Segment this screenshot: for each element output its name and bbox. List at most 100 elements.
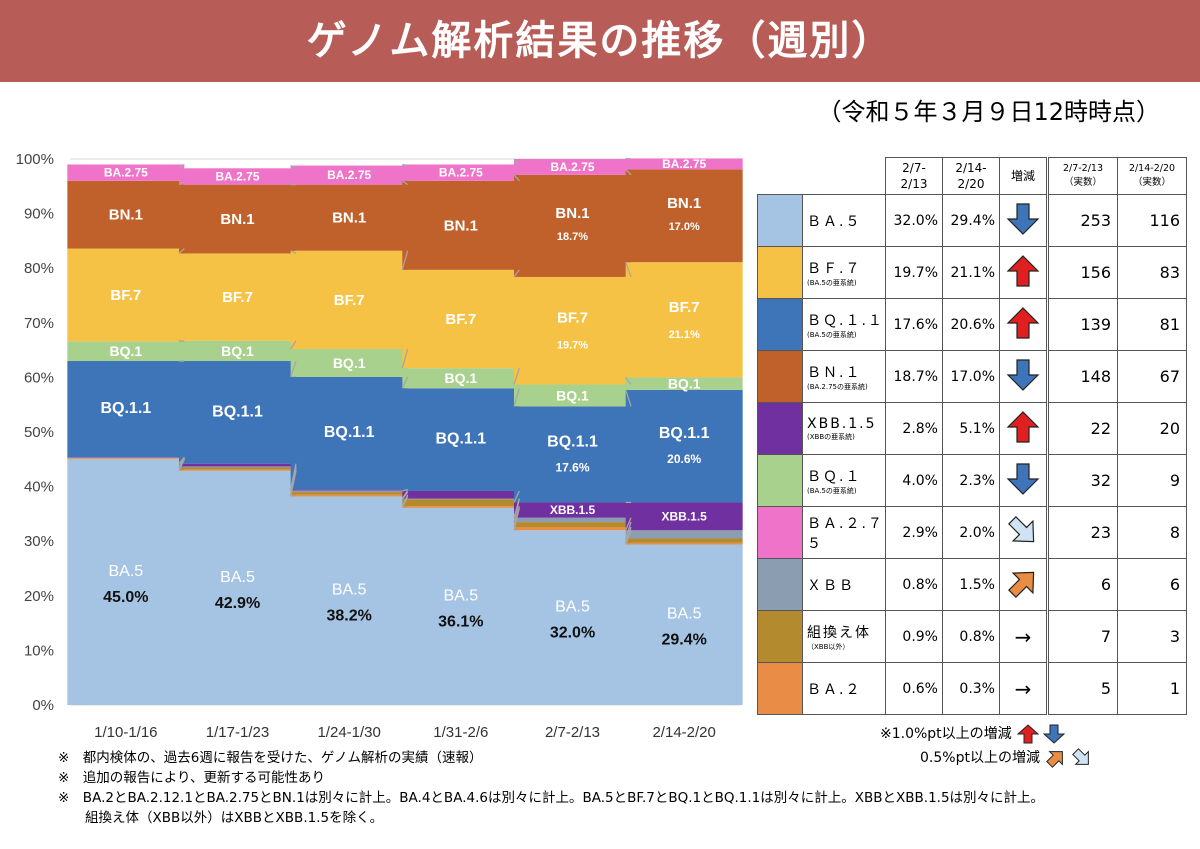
ba5-label: BA.5 <box>667 606 702 623</box>
table-row: ＢＮ.１ (BA.2.75の亜系統) 18.7% 17.0% <box>757 350 1047 403</box>
page-title: ゲノム解析結果の推移（週別） <box>306 18 894 64</box>
bar-ba-5-segment <box>67 459 185 705</box>
connector-line <box>290 250 297 255</box>
connector-line <box>401 250 409 271</box>
count-table: 2/7-2/13 （実数） 2/14-2/20 （実数） 253 116 156 83… <box>1048 157 1187 715</box>
connector-line <box>402 163 408 167</box>
pct-prev: 0.6% <box>885 662 943 715</box>
footnote-1: ※ 都内検体の、過去6週に報告を受けた、ゲノム解析の実績（速報） <box>58 750 483 766</box>
connector-line <box>290 360 297 378</box>
bn1-label: BN.1 <box>220 211 254 228</box>
bar-ba-5-segment <box>290 496 408 705</box>
bar-ba-2-segment <box>514 527 631 531</box>
count-row: 156 83 <box>1048 246 1187 299</box>
header-spacer <box>758 158 803 195</box>
bar-ba-5-segment <box>402 507 520 705</box>
variant-name-text: ＢＦ.７ <box>807 260 862 277</box>
count-prev: 5 <box>1048 662 1118 715</box>
table-row: ＢＡ.５ 32.0% 29.4% <box>757 194 1047 247</box>
stacked-bar-chart: 0% 10% 20% 30% 40% 50% 60% 70% 80% 90% 100% BA.5 45.… <box>16 151 743 741</box>
change-arrow-icon <box>999 298 1047 351</box>
change-arrow-icon <box>999 506 1047 559</box>
count-prev: 148 <box>1048 350 1118 403</box>
bar-bf-7-segment <box>625 262 743 378</box>
connector-line <box>625 521 632 539</box>
y-tick-label: 90% <box>24 206 54 223</box>
variant-name-text: ＢＱ.１.１ <box>807 312 884 329</box>
variant-color-swatch <box>757 454 803 507</box>
ba5-pct-label: 36.1% <box>438 613 483 630</box>
count-prev: 253 <box>1048 194 1118 247</box>
pct-curr: 17.0% <box>942 350 1000 403</box>
bar-xbb-segment <box>67 457 185 459</box>
connector-line <box>625 389 632 407</box>
count-curr: 1 <box>1117 662 1187 715</box>
y-tick-label: 30% <box>24 533 54 550</box>
count-prev: 23 <box>1048 506 1118 559</box>
x-tick-label: 1/10-1/16 <box>94 724 157 741</box>
bar-xbb-segment <box>402 498 520 500</box>
count-curr: 81 <box>1117 298 1187 351</box>
bar---segment <box>179 467 296 470</box>
table-row: 組換え体 （XBB以外） 0.9% 0.8% → <box>757 610 1047 663</box>
ba275-label: BA.2.75 <box>439 166 483 180</box>
count-curr: 9 <box>1117 454 1187 507</box>
bar-ba-5-segment <box>179 470 296 705</box>
bq11-label: BQ.1.1 <box>659 425 710 442</box>
bar-bq-1-1-segment <box>625 389 743 503</box>
ba5-label: BA.5 <box>108 563 143 580</box>
bar---segment <box>514 522 631 528</box>
connector-line <box>178 180 185 186</box>
variant-name-text: ＸＢＢ <box>807 577 855 594</box>
variant-color-swatch <box>757 558 803 611</box>
pct-curr: 2.0% <box>942 506 1000 559</box>
bar-ba-2-segment <box>290 494 408 497</box>
header-spacer-2 <box>802 157 886 195</box>
count-row: 148 67 <box>1048 350 1187 403</box>
header-change: 増減 <box>999 157 1047 195</box>
variant-name: ＢＦ.７ (BA.5の亜系統) <box>802 246 886 299</box>
bn1-label: BN.1 <box>332 210 366 227</box>
bar-bf-7-segment <box>179 253 296 341</box>
bar-bf-7-segment <box>514 276 631 385</box>
change-arrow-icon <box>999 558 1047 611</box>
bn1-label: BN.1 <box>555 205 589 222</box>
bar-xbb-1-5-segment <box>290 489 408 491</box>
count-table-header: 2/7-2/13 （実数） 2/14-2/20 （実数） <box>1048 157 1187 195</box>
pct-prev: 0.8% <box>885 558 943 611</box>
count-prev: 32 <box>1048 454 1118 507</box>
footnote-4: 組換え体（XBB以外）はXBBとXBB.1.5を除く。 <box>58 810 384 826</box>
connector-line <box>290 340 297 350</box>
table-row: ＢＱ.１.１ (BA.5の亜系統) 17.6% 20.6% <box>757 298 1047 351</box>
bf7-label: BF.7 <box>557 310 588 327</box>
ba5-label: BA.5 <box>555 599 590 616</box>
connector-line <box>625 261 632 278</box>
bq11-label: BQ.1.1 <box>547 433 598 450</box>
count-prev: 6 <box>1048 558 1118 611</box>
y-tick-label: 80% <box>24 260 54 277</box>
footnote-2: ※ 追加の報告により、更新する可能性あり <box>58 770 326 786</box>
connector-line <box>178 163 185 169</box>
bq1-label: BQ.1 <box>333 355 366 371</box>
bf7-pct-label: 19.7% <box>557 340 588 352</box>
count-curr: 116 <box>1117 194 1187 247</box>
count-prev: 156 <box>1048 246 1118 299</box>
variant-color-swatch <box>757 298 803 351</box>
bar-ba-2-75-segment <box>179 168 296 185</box>
connector-line <box>625 377 632 385</box>
bar-bf-7-segment <box>67 248 185 342</box>
y-tick-label: 100% <box>16 151 54 168</box>
bq1-label: BQ.1 <box>444 370 477 386</box>
bq11-label: BQ.1.1 <box>100 400 151 417</box>
bf7-label: BF.7 <box>445 311 476 328</box>
connector-line <box>290 164 297 169</box>
connector-line <box>513 269 520 278</box>
variant-name-text: ＢＡ.２.７５ <box>807 515 884 552</box>
legend-big-row: ※1.0%pt以上の増減 <box>880 722 1096 746</box>
ba5-label: BA.5 <box>332 582 367 599</box>
y-tick-label: 40% <box>24 479 54 496</box>
count-row: 139 81 <box>1048 298 1187 351</box>
